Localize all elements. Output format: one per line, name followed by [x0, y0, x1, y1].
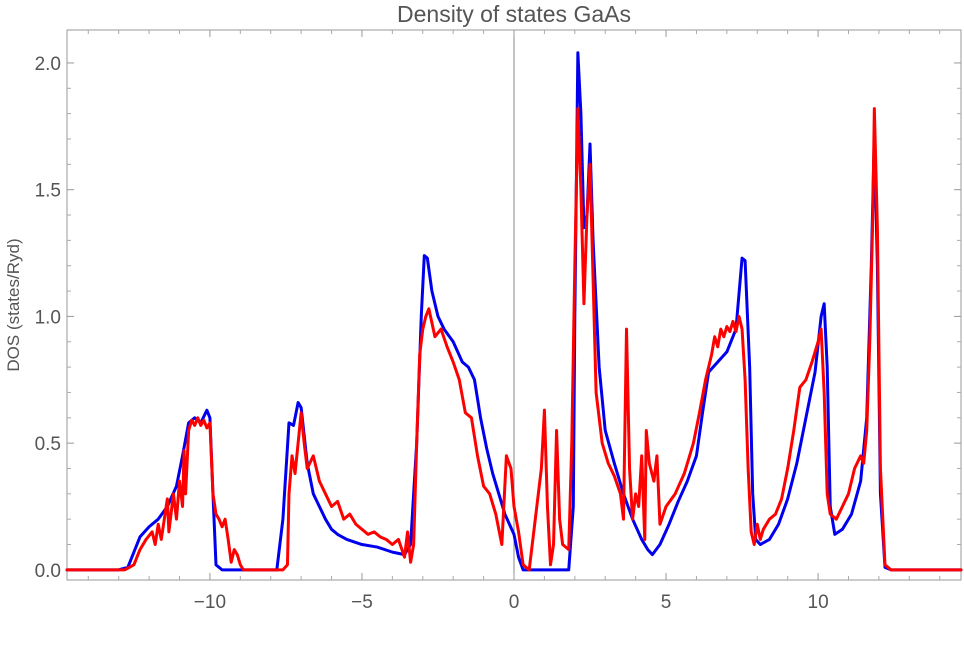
y-axis-label: DOS (states/Ryd): [4, 238, 23, 371]
y-tick-label: 1.0: [35, 307, 61, 328]
y-tick-label: 2.0: [35, 54, 61, 75]
y-tick-label: 0.5: [35, 434, 61, 455]
x-tick-label: −5: [351, 592, 373, 613]
y-tick-label: 1.5: [35, 181, 61, 202]
chart-title: Density of states GaAs: [397, 1, 631, 27]
series-line-1: [65, 107, 963, 572]
series-line-0: [65, 51, 963, 572]
x-tick-label: 0: [509, 592, 520, 613]
x-tick-label: 10: [808, 592, 829, 613]
x-tick-label: −10: [194, 592, 226, 613]
x-tick-label: 5: [661, 592, 672, 613]
y-tick-label: 0.0: [35, 561, 61, 582]
